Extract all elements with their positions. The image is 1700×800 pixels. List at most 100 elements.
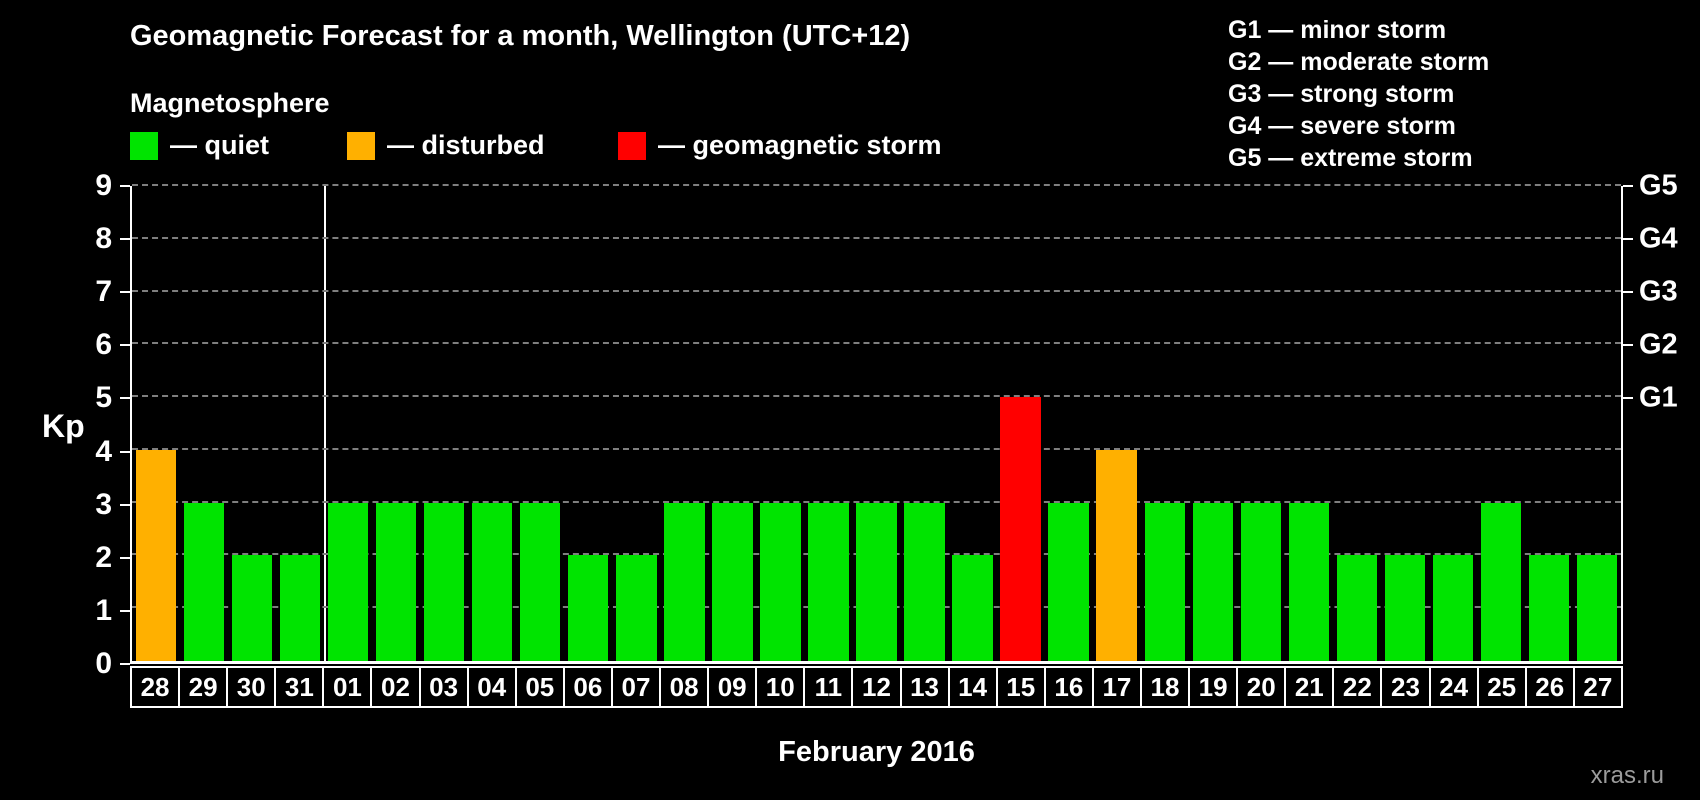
y-tick-mark-8 [120, 238, 130, 241]
y-tick-mark-3 [120, 503, 130, 506]
y-tick-label-1: 1 [95, 593, 112, 627]
g1-legend-line: G1 — minor storm [1228, 16, 1447, 44]
disturbed-color-swatch [347, 131, 375, 160]
right-tick-mark-g3 [1623, 291, 1633, 294]
day-cell-04: 04 [466, 666, 517, 708]
bar-day-25 [1480, 502, 1522, 661]
legend-item-disturbed: — disturbed [347, 130, 545, 161]
day-cell-15: 15 [995, 666, 1046, 708]
y-tick-mark-4 [120, 450, 130, 453]
bar-day-29 [183, 502, 225, 661]
g2-legend-line: G2 — moderate storm [1228, 48, 1490, 76]
legend-item-storm: — geomagnetic storm [618, 130, 942, 161]
y-tick-mark-7 [120, 291, 130, 294]
plot-area [130, 184, 1623, 664]
bar-day-15 [1000, 397, 1041, 661]
y-tick-label-6: 6 [95, 328, 112, 362]
day-cell-14: 14 [947, 666, 998, 708]
day-cell-27: 27 [1572, 666, 1623, 708]
day-cell-25: 25 [1476, 666, 1527, 708]
storm-scale-legend: G1 — minor storm G2 — moderate storm G3 … [1228, 14, 1489, 174]
day-cell-07: 07 [610, 666, 662, 708]
disturbed-legend-label: — disturbed [387, 130, 545, 160]
watermark: xras.ru [1590, 762, 1664, 789]
bar-day-09 [712, 502, 753, 661]
y-axis-title: Kp [42, 408, 85, 444]
storm-color-swatch [618, 131, 646, 160]
bar-day-22 [1336, 555, 1377, 661]
y-tick-mark-5 [120, 397, 130, 400]
bar-day-30 [231, 555, 273, 661]
chart-title: Geomagnetic Forecast for a month, Wellin… [130, 20, 911, 52]
gridline-kp-4 [132, 447, 1621, 450]
right-axis-labels: G1 G2 G3 G4 G5 [1623, 170, 1700, 664]
bar-day-17 [1096, 449, 1137, 661]
bar-day-03 [424, 502, 465, 661]
y-tick-mark-6 [120, 344, 130, 347]
day-cell-28: 28 [130, 666, 181, 708]
storm-legend-label: — geomagnetic storm [658, 130, 942, 160]
y-tick-label-2: 2 [95, 540, 112, 574]
x-axis-title: February 2016 [778, 736, 975, 768]
bar-day-10 [760, 502, 801, 661]
right-axis-label-g2: G2 [1639, 328, 1678, 361]
day-cell-12: 12 [851, 666, 902, 708]
bar-day-07 [616, 555, 657, 661]
bar-day-14 [952, 555, 993, 661]
y-tick-mark-1 [120, 609, 130, 612]
day-cell-13: 13 [899, 666, 950, 708]
day-cell-17: 17 [1091, 666, 1142, 708]
bar-day-04 [472, 502, 513, 661]
gridline-kp-8 [132, 236, 1621, 239]
magnetosphere-label: Magnetosphere [130, 88, 330, 118]
day-cell-09: 09 [707, 666, 758, 708]
g5-legend-line: G5 — extreme storm [1228, 144, 1473, 172]
day-cell-29: 29 [178, 666, 229, 708]
day-cell-01: 01 [322, 666, 373, 708]
y-tick-label-8: 8 [95, 222, 112, 256]
bar-day-27 [1576, 555, 1618, 661]
y-tick-label-0: 0 [95, 647, 112, 680]
g3-legend-line: G3 — strong storm [1228, 80, 1455, 108]
bar-day-02 [376, 502, 417, 661]
day-cell-03: 03 [418, 666, 469, 708]
day-cell-19: 19 [1188, 666, 1239, 708]
day-cell-22: 22 [1332, 666, 1383, 708]
bar-day-31 [279, 555, 321, 661]
month-divider-line [324, 186, 327, 661]
day-cell-21: 21 [1284, 666, 1335, 708]
bar-day-05 [520, 502, 561, 661]
day-cell-24: 24 [1428, 666, 1479, 708]
right-axis-label-g4: G4 [1639, 222, 1678, 255]
day-cell-16: 16 [1043, 666, 1094, 708]
day-cell-06: 06 [562, 666, 613, 708]
bar-day-18 [1144, 502, 1185, 661]
gridline-kp-3 [132, 500, 1621, 503]
y-tick-mark-9 [120, 185, 130, 187]
right-axis-label-g5: G5 [1639, 169, 1678, 202]
bar-day-16 [1048, 502, 1089, 661]
right-tick-mark-g2 [1623, 344, 1633, 347]
day-labels-row: 28 29 30 31 01 02 03 04 05 06 07 08 09 10 11 12 13 14 15 16… [130, 666, 1623, 708]
y-tick-label-3: 3 [95, 487, 112, 521]
day-cell-05: 05 [514, 666, 565, 708]
day-cell-02: 02 [370, 666, 421, 708]
right-axis-label-g3: G3 [1639, 275, 1678, 308]
bar-day-12 [856, 502, 897, 661]
bar-day-01 [327, 502, 369, 661]
bar-day-24 [1432, 555, 1474, 661]
quiet-legend-label: — quiet [170, 130, 269, 160]
bar-day-13 [904, 502, 945, 661]
gridline-kp-6 [132, 342, 1621, 345]
y-tick-mark-0 [120, 663, 130, 665]
y-tick-label-4: 4 [95, 434, 112, 468]
day-cell-20: 20 [1236, 666, 1287, 708]
day-cell-23: 23 [1380, 666, 1431, 708]
day-cell-31: 31 [274, 666, 325, 708]
bar-day-19 [1192, 502, 1233, 661]
y-tick-label-5: 5 [95, 381, 112, 415]
bar-day-08 [664, 502, 705, 661]
right-axis-label-g1: G1 [1639, 381, 1678, 414]
day-cell-08: 08 [659, 666, 710, 708]
bar-day-06 [568, 555, 609, 661]
